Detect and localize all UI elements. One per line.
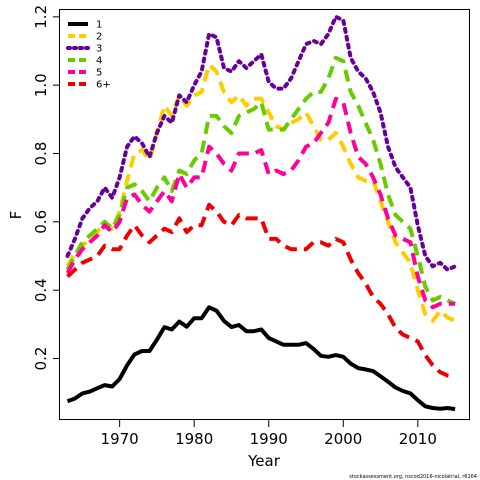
legend-label-2: 2 bbox=[96, 32, 102, 43]
legend-label-3: 3 bbox=[96, 44, 102, 55]
series-line-6 bbox=[66, 202, 456, 380]
y-tick-label: 0.8 bbox=[32, 142, 50, 166]
x-tick-label: 1980 bbox=[175, 430, 213, 448]
legend-label-1: 1 bbox=[96, 20, 102, 31]
series-layer bbox=[65, 14, 458, 412]
series-line-2 bbox=[65, 62, 456, 323]
series-line-1 bbox=[66, 305, 456, 412]
y-axis: 0.2 0.4 0.6 0.8 1.0 1.2 bbox=[32, 5, 60, 371]
x-tick-label: 2000 bbox=[324, 430, 362, 448]
legend-label-5: 5 bbox=[96, 68, 102, 79]
x-tick-label: 2010 bbox=[399, 430, 437, 448]
source-note: stockassessment.org, nscod2016-nicolatri… bbox=[349, 474, 477, 480]
y-tick-label: 0.4 bbox=[32, 278, 50, 302]
series-line-3 bbox=[65, 14, 458, 272]
plot-frame bbox=[59, 9, 470, 420]
x-tick-label: 1990 bbox=[250, 430, 288, 448]
x-axis-title: Year bbox=[247, 452, 281, 470]
y-tick-label: 0.6 bbox=[32, 210, 50, 234]
y-axis-title: F bbox=[7, 211, 25, 220]
series-line-4 bbox=[65, 55, 456, 306]
legend-label-6: 6+ bbox=[96, 80, 111, 91]
y-tick-label: 1.2 bbox=[32, 5, 50, 29]
series-line-5 bbox=[65, 96, 456, 310]
x-tick-label: 1970 bbox=[101, 430, 139, 448]
y-tick-label: 0.2 bbox=[32, 347, 50, 371]
x-axis: 1970 1980 1990 2000 2010 bbox=[101, 420, 437, 448]
legend-label-4: 4 bbox=[96, 56, 102, 67]
y-tick-label: 1.0 bbox=[32, 73, 50, 97]
